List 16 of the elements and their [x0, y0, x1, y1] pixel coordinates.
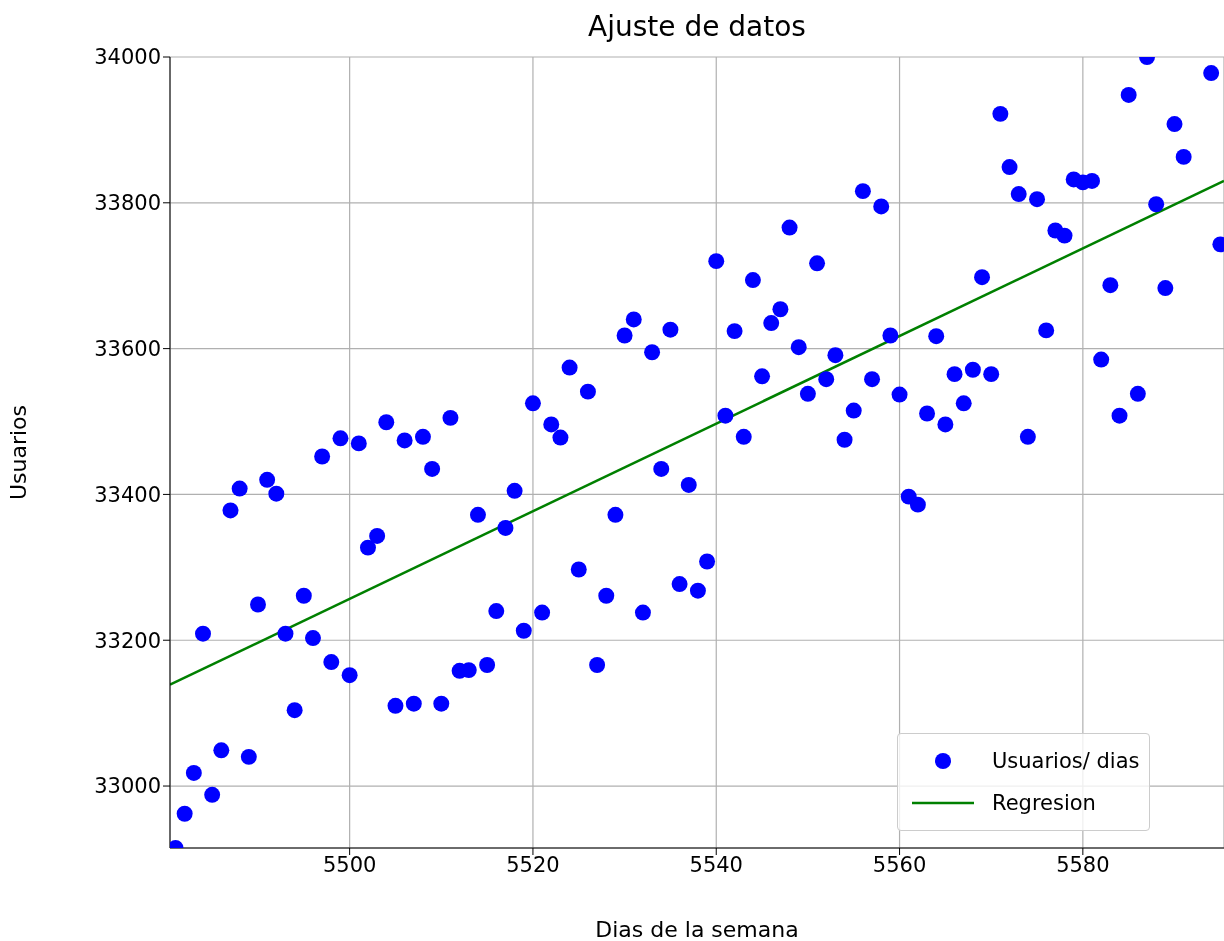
legend-label: Regresion: [992, 791, 1096, 815]
y-tick-label: 33000: [94, 774, 161, 799]
y-tick-label: 33800: [94, 191, 161, 216]
x-tick-label: 5500: [322, 852, 377, 877]
x-axis-title: Dias de la semana: [595, 917, 799, 941]
x-tick-label: 5580: [1056, 852, 1110, 877]
chart-title: Ajuste de datos: [587, 10, 807, 43]
x-tick-label: 5560: [872, 852, 927, 877]
x-tick-label: 5540: [689, 852, 743, 877]
x-tick-label: 5520: [506, 852, 560, 877]
legend-label: Usuarios/ dias: [992, 749, 1140, 773]
y-tick-label: 33200: [94, 628, 161, 653]
y-tick-label: 33600: [94, 337, 161, 362]
y-axis-title: Usuarios: [5, 404, 31, 501]
y-tick-label: 34000: [94, 45, 161, 70]
y-tick-label: 33400: [94, 482, 161, 507]
